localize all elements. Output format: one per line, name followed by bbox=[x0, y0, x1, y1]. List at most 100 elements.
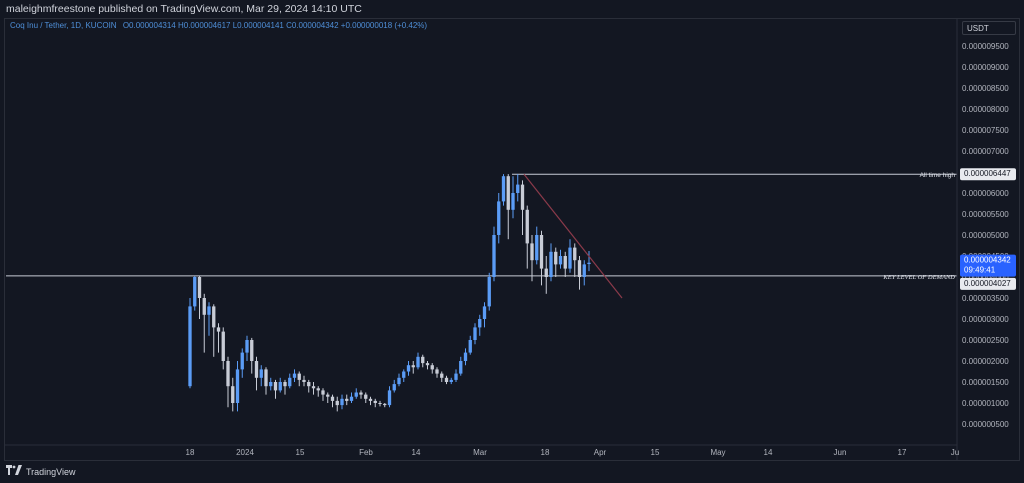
x-tick-label: Feb bbox=[359, 448, 373, 457]
candle-body bbox=[221, 331, 225, 361]
candle-body bbox=[530, 243, 534, 261]
candle-body bbox=[340, 398, 344, 406]
candle-body bbox=[297, 373, 301, 380]
candle-body bbox=[254, 361, 259, 378]
candle-body bbox=[373, 400, 377, 403]
candle-body bbox=[378, 403, 382, 404]
y-axis: 0.000009500 0.000009000 0.000008500 0.00000… bbox=[956, 18, 1009, 461]
y-tick-label: 0.000008500 bbox=[962, 84, 1009, 93]
demand-price-label: 0.000004027 bbox=[960, 277, 1016, 290]
trendline-layer bbox=[523, 173, 623, 299]
trendline bbox=[523, 173, 623, 299]
currency-button[interactable]: USDT bbox=[962, 21, 1016, 35]
candle-body bbox=[411, 365, 415, 368]
candle-body bbox=[359, 392, 363, 395]
y-tick-label: 0.000007000 bbox=[962, 147, 1009, 156]
candle-body bbox=[269, 382, 273, 387]
chart-frame bbox=[4, 18, 1020, 461]
candle-body bbox=[449, 379, 453, 382]
candle-body bbox=[321, 390, 325, 395]
footer: TradingView bbox=[6, 464, 76, 480]
candle-body bbox=[406, 365, 411, 372]
candle-body bbox=[278, 382, 282, 391]
candle-body bbox=[421, 356, 425, 364]
candle-body bbox=[387, 390, 392, 406]
footer-brand[interactable]: TradingView bbox=[26, 467, 76, 477]
candle-body bbox=[349, 396, 354, 401]
candle-body bbox=[501, 176, 506, 202]
candle-body bbox=[326, 394, 330, 397]
y-tick-label: 0.000005000 bbox=[962, 231, 1009, 240]
x-tick-label: Apr bbox=[594, 448, 607, 457]
candle-body bbox=[311, 386, 316, 389]
candle-body bbox=[558, 256, 563, 265]
candle-body bbox=[273, 382, 278, 391]
candle-body bbox=[577, 260, 582, 277]
y-tick-label: 0.000002500 bbox=[962, 336, 1009, 345]
candle-body bbox=[292, 373, 297, 378]
tradingview-logo-icon[interactable] bbox=[6, 464, 22, 480]
candle-body bbox=[430, 365, 434, 370]
y-tick-label: 0.000001500 bbox=[962, 378, 1009, 387]
demand-price-label-text: 0.000004027 bbox=[964, 279, 1011, 288]
x-tick-label: May bbox=[710, 448, 725, 457]
candle-body bbox=[193, 277, 197, 307]
horizontal-lines: All time high KEY LEVEL OF DEMAND bbox=[6, 172, 957, 281]
candle-body bbox=[468, 340, 472, 353]
candle-body bbox=[563, 256, 567, 269]
candle-body bbox=[416, 356, 420, 368]
candle-body bbox=[454, 373, 458, 380]
candle-body bbox=[197, 277, 202, 298]
x-tick-label: 15 bbox=[296, 448, 305, 457]
candle-body bbox=[335, 400, 339, 406]
ath-price-label: 0.000006447 bbox=[960, 168, 1016, 181]
candle-body bbox=[435, 369, 439, 374]
candle-body bbox=[568, 247, 572, 269]
x-axis: 18 2024 15 Feb 14 Mar 18 Apr 15 May 14 Jun 17 Ju bbox=[4, 444, 959, 457]
candle-body bbox=[520, 184, 525, 210]
candle-body bbox=[511, 193, 515, 210]
candle-body bbox=[288, 377, 292, 387]
candle-body bbox=[259, 369, 263, 378]
candle-body bbox=[487, 277, 491, 307]
candle-body bbox=[316, 388, 320, 391]
y-tick-label: 0.000003000 bbox=[962, 315, 1009, 324]
candle-body bbox=[535, 235, 539, 261]
candle-body bbox=[307, 382, 311, 387]
candle-body bbox=[368, 398, 373, 401]
candle-body bbox=[459, 361, 463, 374]
candle-body bbox=[330, 396, 335, 401]
candle-body bbox=[440, 373, 444, 378]
candle-body bbox=[492, 235, 496, 277]
candle-body bbox=[264, 369, 268, 387]
x-tick-label: 18 bbox=[186, 448, 195, 457]
candle-body bbox=[364, 394, 368, 399]
y-tick-label: 0.000008000 bbox=[962, 105, 1009, 114]
candle-body bbox=[444, 377, 449, 382]
demand-level-text: KEY LEVEL OF DEMAND bbox=[882, 274, 955, 281]
candle-body bbox=[549, 251, 553, 277]
candles bbox=[188, 174, 591, 412]
x-tick-label: 15 bbox=[651, 448, 660, 457]
candle-body bbox=[231, 386, 235, 403]
candle-body bbox=[216, 327, 221, 332]
current-price-label-bg bbox=[960, 254, 1016, 277]
candle-body bbox=[463, 352, 468, 361]
candle-body bbox=[554, 251, 558, 265]
x-tick-label: Ju bbox=[951, 448, 959, 457]
x-tick-label: 14 bbox=[412, 448, 421, 457]
y-tick-label: 0.000007500 bbox=[962, 126, 1009, 135]
candle-body bbox=[402, 371, 406, 378]
y-tick-label: 0.000002000 bbox=[962, 357, 1009, 366]
candle-body bbox=[212, 306, 216, 328]
candle-body bbox=[525, 209, 529, 244]
ath-price-label-bg bbox=[960, 168, 1016, 181]
legend-symbol[interactable]: Coq Inu / Tether, 1D, KUCOIN bbox=[10, 21, 117, 30]
current-price-label-text: 0.000004342 bbox=[964, 256, 1011, 265]
x-tick-label: 17 bbox=[898, 448, 907, 457]
all-time-high-text: All time high bbox=[920, 172, 956, 179]
candle-body bbox=[478, 319, 482, 328]
candle-body bbox=[188, 306, 192, 387]
candle-body bbox=[506, 176, 510, 210]
